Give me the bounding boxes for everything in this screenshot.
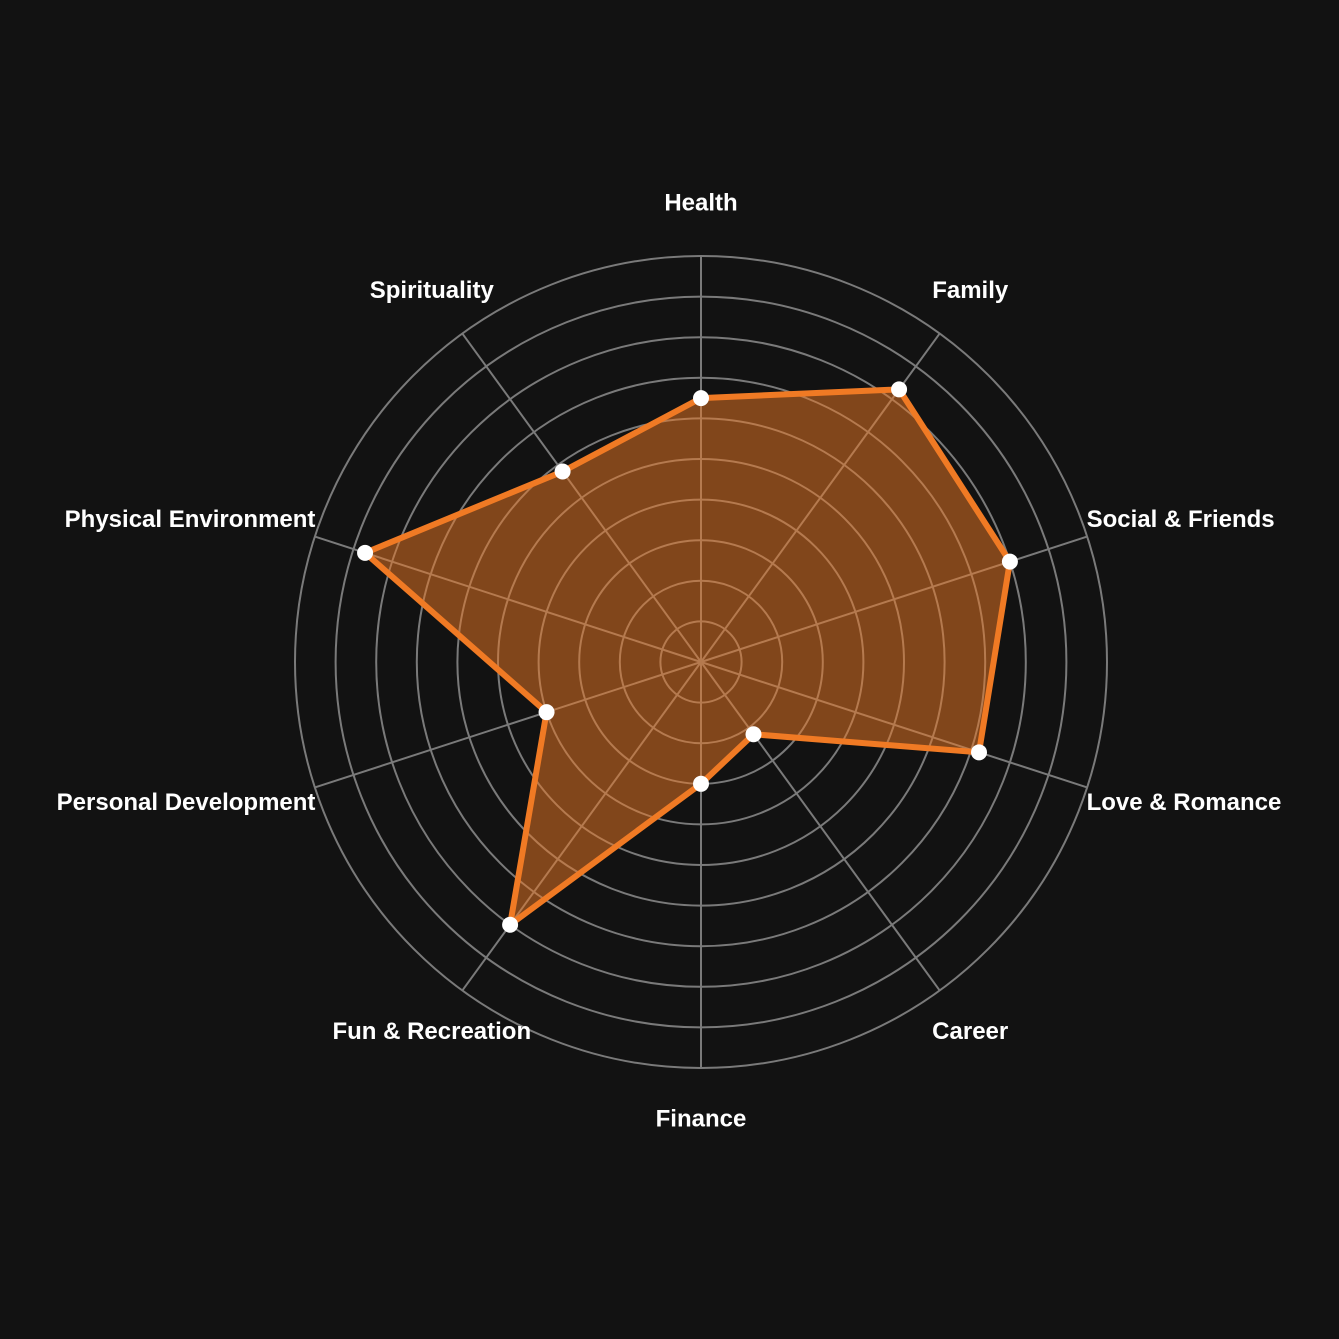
axis-label: Career — [932, 1018, 1008, 1045]
data-point — [693, 775, 709, 792]
series-layer — [357, 381, 1018, 933]
axis-label: Family — [932, 277, 1009, 304]
axis-label: Social & Friends — [1087, 506, 1275, 533]
axis-label: Physical Environment — [65, 506, 316, 533]
data-point — [971, 744, 988, 761]
axis-labels: Health Family Social & Friends Love & Roman… — [57, 189, 1282, 1132]
axis-label: Health — [664, 189, 737, 216]
data-point — [693, 390, 709, 407]
axis-label: Love & Romance — [1087, 789, 1282, 816]
data-point — [1001, 553, 1018, 570]
axis-label: Personal Development — [57, 789, 316, 816]
axis-label: Fun & Recreation — [332, 1018, 531, 1045]
data-point — [502, 916, 519, 933]
data-point — [538, 704, 555, 721]
data-point — [357, 544, 374, 561]
data-point — [745, 726, 762, 743]
data-point — [554, 463, 571, 480]
axis-label: Spirituality — [370, 277, 495, 304]
data-point — [891, 381, 908, 398]
series-area — [359, 386, 1014, 932]
axis-label: Finance — [656, 1105, 747, 1132]
